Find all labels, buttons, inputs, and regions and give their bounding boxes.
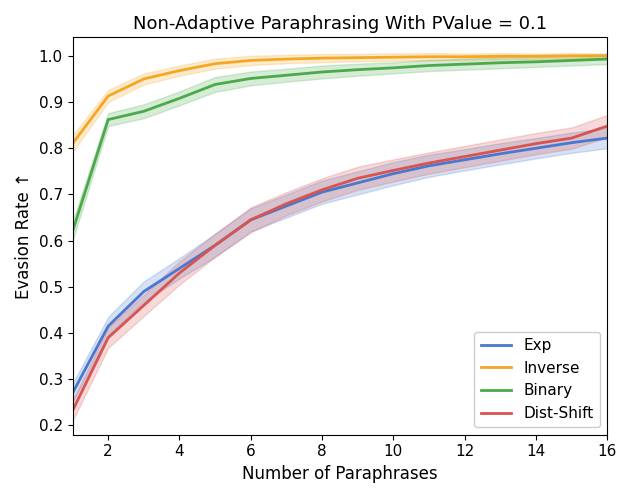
Binary <box>69 229 76 235</box>
Binary <box>389 65 397 71</box>
Exp <box>354 180 362 186</box>
Inverse <box>604 53 611 59</box>
Binary <box>319 69 326 75</box>
Dist-Shift <box>104 335 112 341</box>
Binary <box>532 59 540 65</box>
Dist-Shift <box>425 160 433 166</box>
Legend: Exp, Inverse, Binary, Dist-Shift: Exp, Inverse, Binary, Dist-Shift <box>475 332 600 427</box>
Inverse <box>568 53 576 59</box>
Binary <box>604 56 611 62</box>
Exp <box>461 157 468 163</box>
Dist-Shift <box>497 147 504 153</box>
Title: Non-Adaptive Paraphrasing With PValue = 0.1: Non-Adaptive Paraphrasing With PValue = … <box>133 15 547 33</box>
Dist-Shift <box>211 243 219 249</box>
Exp <box>140 288 148 294</box>
Dist-Shift <box>604 123 611 129</box>
Dist-Shift <box>461 153 468 159</box>
Dist-Shift <box>176 270 183 276</box>
Binary <box>568 57 576 63</box>
Inverse <box>140 76 148 82</box>
Inverse <box>425 54 433 60</box>
Inverse <box>532 53 540 59</box>
Line: Dist-Shift: Dist-Shift <box>73 126 607 411</box>
Exp <box>604 135 611 141</box>
Inverse <box>354 55 362 61</box>
Inverse <box>389 54 397 60</box>
Binary <box>211 82 219 88</box>
Inverse <box>211 61 219 67</box>
Inverse <box>104 93 112 99</box>
Binary <box>176 95 183 101</box>
Dist-Shift <box>532 140 540 146</box>
Line: Binary: Binary <box>73 59 607 232</box>
Dist-Shift <box>389 167 397 173</box>
Dist-Shift <box>319 187 326 193</box>
Binary <box>247 76 255 82</box>
Inverse <box>283 56 290 62</box>
Inverse <box>176 68 183 74</box>
Inverse <box>69 140 76 146</box>
Exp <box>176 265 183 271</box>
Exp <box>104 323 112 329</box>
Exp <box>497 151 504 157</box>
Exp <box>319 189 326 195</box>
Binary <box>497 60 504 66</box>
Exp <box>389 171 397 177</box>
Dist-Shift <box>247 217 255 223</box>
Binary <box>283 72 290 78</box>
Inverse <box>319 55 326 61</box>
Binary <box>354 67 362 73</box>
Binary <box>461 61 468 67</box>
Exp <box>69 390 76 396</box>
Exp <box>425 163 433 169</box>
Binary <box>104 117 112 123</box>
Binary <box>140 108 148 114</box>
Line: Exp: Exp <box>73 138 607 393</box>
Dist-Shift <box>283 201 290 207</box>
Exp <box>211 243 219 249</box>
Inverse <box>497 53 504 59</box>
Dist-Shift <box>69 408 76 414</box>
Dist-Shift <box>140 302 148 308</box>
Dist-Shift <box>568 135 576 141</box>
Inverse <box>247 57 255 63</box>
Dist-Shift <box>354 175 362 181</box>
Y-axis label: Evasion Rate ↑: Evasion Rate ↑ <box>15 173 33 299</box>
Binary <box>425 63 433 69</box>
Line: Inverse: Inverse <box>73 56 607 143</box>
X-axis label: Number of Paraphrases: Number of Paraphrases <box>242 465 438 483</box>
Exp <box>247 217 255 223</box>
Inverse <box>461 54 468 60</box>
Exp <box>532 145 540 151</box>
Exp <box>283 203 290 209</box>
Exp <box>568 140 576 146</box>
